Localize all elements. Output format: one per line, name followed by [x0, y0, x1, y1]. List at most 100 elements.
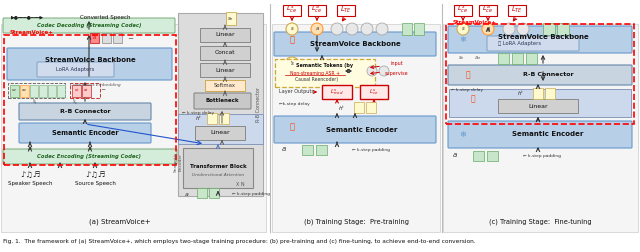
Bar: [195, 126, 245, 140]
Text: ▶●━━━●━━━▶: ▶●━━━●━━━▶: [12, 16, 45, 20]
Text: $s_t$: $s_t$: [74, 88, 79, 94]
Circle shape: [457, 23, 469, 35]
Bar: [322, 85, 352, 99]
Text: $h^t$: $h^t$: [517, 89, 525, 99]
FancyBboxPatch shape: [274, 116, 436, 143]
Bar: [39, 85, 47, 97]
Text: input: input: [390, 61, 403, 67]
Text: $a_t$: $a_t$: [83, 88, 90, 94]
Text: $L_{TE}$: $L_{TE}$: [511, 5, 523, 15]
Text: $L^a_{ce}$: $L^a_{ce}$: [311, 4, 323, 16]
Text: Linear: Linear: [215, 33, 235, 38]
Bar: [113, 33, 122, 43]
Circle shape: [346, 23, 358, 35]
Bar: [226, 12, 236, 25]
FancyBboxPatch shape: [448, 65, 632, 85]
FancyBboxPatch shape: [3, 18, 175, 33]
Bar: [366, 102, 376, 113]
Text: R-B Connector: R-B Connector: [60, 109, 110, 114]
Bar: [533, 88, 543, 99]
Text: $s$: $s$: [461, 25, 465, 33]
Text: $a$: $a$: [281, 145, 287, 153]
Bar: [4, 35, 176, 165]
Text: Codec Decoding (Streaming Codec): Codec Decoding (Streaming Codec): [37, 23, 141, 28]
Bar: [48, 85, 56, 97]
Text: $L_{TE}$: $L_{TE}$: [340, 5, 352, 15]
Text: Semantic Tokens (by: Semantic Tokens (by: [296, 64, 353, 69]
Circle shape: [367, 66, 377, 76]
Text: $a$: $a$: [315, 25, 319, 33]
Bar: [557, 23, 569, 35]
Text: Converted Speech: Converted Speech: [80, 16, 131, 20]
Text: Unidirectional Attention: Unidirectional Attention: [192, 173, 244, 177]
Text: StreamVoice+: StreamVoice+: [453, 19, 497, 24]
Text: $s$: $s$: [290, 25, 294, 33]
Text: $h^t$: $h^t$: [195, 115, 203, 123]
Circle shape: [331, 23, 343, 35]
FancyBboxPatch shape: [3, 149, 177, 164]
Text: Transformer Block: Transformer Block: [189, 165, 246, 170]
Bar: [308, 5, 326, 16]
Text: Semantic
Encoder: Semantic Encoder: [173, 152, 182, 172]
Bar: [200, 46, 250, 60]
Text: ♪♫♬: ♪♫♬: [85, 170, 105, 178]
Text: Non-streaming ASR +: Non-streaming ASR +: [290, 71, 340, 76]
Bar: [543, 23, 555, 35]
Text: (c) Training Stage:  Fine-tuning: (c) Training Stage: Fine-tuning: [489, 219, 591, 225]
Bar: [316, 145, 327, 155]
Text: ─: ─: [101, 87, 104, 92]
Text: Layer Outputs: Layer Outputs: [279, 89, 314, 94]
Circle shape: [482, 23, 494, 35]
Bar: [487, 151, 498, 161]
Text: Fig. 1.  The framework of (a) StreamVoice+, which employs two-stage training pro: Fig. 1. The framework of (a) StreamVoice…: [3, 238, 476, 243]
Text: supervise: supervise: [385, 72, 409, 77]
Text: $a$: $a$: [486, 25, 490, 33]
Text: $s_e$: $s_e$: [12, 88, 17, 94]
Text: ← k-step padding: ← k-step padding: [352, 148, 390, 152]
Text: LoRA Adapters: LoRA Adapters: [56, 67, 94, 72]
Text: Softmax: Softmax: [214, 83, 236, 88]
Bar: [82, 85, 91, 97]
Bar: [70, 83, 100, 98]
Circle shape: [286, 23, 298, 35]
Text: ← k-step delay: ← k-step delay: [451, 88, 483, 92]
Bar: [283, 5, 301, 16]
Text: $a_e$: $a_e$: [21, 88, 28, 94]
Bar: [449, 89, 631, 117]
Text: $L^s_{ce}$: $L^s_{ce}$: [286, 4, 298, 16]
Text: Concat: Concat: [215, 50, 236, 55]
Bar: [454, 5, 472, 16]
Text: StreamVoice+: StreamVoice+: [10, 30, 54, 36]
Text: $a_e$: $a_e$: [474, 54, 482, 62]
FancyBboxPatch shape: [274, 32, 436, 56]
Text: 🔥 LoRA Adapters: 🔥 LoRA Adapters: [498, 41, 541, 46]
Bar: [354, 102, 364, 113]
Bar: [414, 23, 424, 35]
Bar: [20, 85, 29, 97]
Bar: [337, 5, 355, 16]
Circle shape: [376, 23, 388, 35]
Text: $L^a_{ce}$: $L^a_{ce}$: [483, 4, 493, 16]
Text: $L^s_{mod}$: $L^s_{mod}$: [330, 87, 344, 97]
Bar: [200, 63, 250, 77]
Text: Speaker Speech: Speaker Speech: [8, 181, 52, 186]
Bar: [197, 188, 207, 198]
FancyBboxPatch shape: [19, 123, 151, 143]
Bar: [360, 85, 388, 99]
Text: $a$: $a$: [184, 191, 189, 198]
Text: ❄: ❄: [460, 130, 467, 139]
Bar: [183, 148, 253, 188]
Bar: [272, 24, 440, 232]
Text: $s_e$: $s_e$: [458, 54, 465, 62]
Bar: [207, 113, 217, 124]
Text: ← k-step padding: ← k-step padding: [232, 192, 270, 196]
Bar: [200, 28, 250, 42]
Text: $a$: $a$: [452, 151, 458, 159]
Text: (b) Training Stage:  Pre-training: (b) Training Stage: Pre-training: [303, 219, 408, 225]
Text: Continuous Embedding: Continuous Embedding: [70, 83, 120, 87]
FancyBboxPatch shape: [448, 26, 632, 53]
Text: Semantic Encoder: Semantic Encoder: [52, 130, 118, 136]
Circle shape: [379, 66, 389, 76]
Bar: [205, 80, 245, 91]
Text: $\bar{a}$: $\bar{a}$: [92, 35, 97, 43]
